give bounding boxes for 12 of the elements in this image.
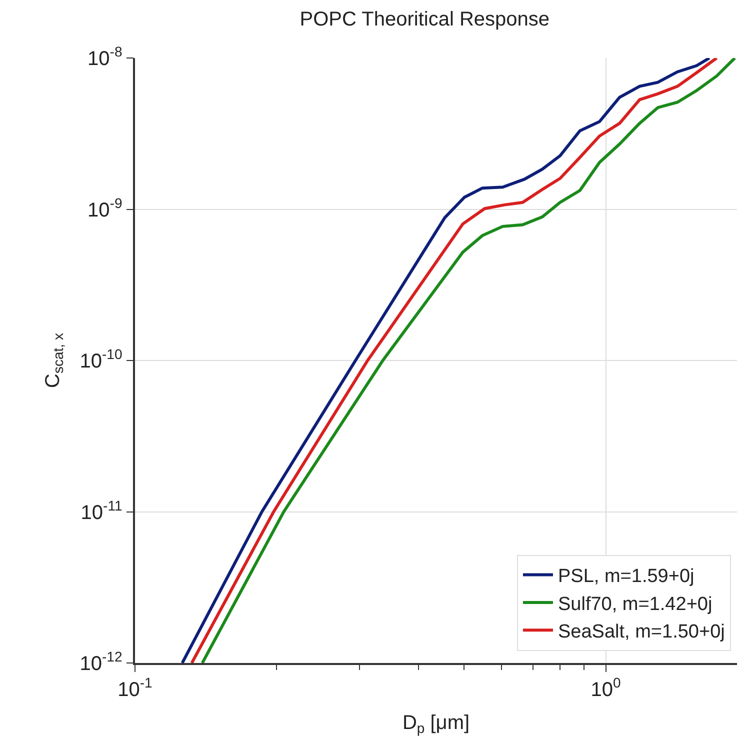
y-tick-label: 10$^{-10}$ — [80, 346, 122, 372]
legend-label: PSL, m=1.59+0j — [558, 566, 694, 588]
chart-title: POPC Theoritical Response — [300, 8, 550, 30]
legend-label: SeaSalt, m=1.50+0j — [558, 622, 725, 643]
y-tick-label: 10$^{-8}$ — [88, 44, 122, 70]
legend-label: Sulf70, m=1.42+0j — [558, 594, 712, 615]
x-axis-title: D$_{p}$ [μm] — [402, 712, 470, 736]
y-tick-label: 10$^{-9}$ — [88, 194, 122, 222]
y-tick-label: 10$^{-12}$ — [80, 648, 122, 675]
x-tick-label: 10$^{0}$ — [590, 674, 621, 701]
x-tick-label: 10$^{-1}$ — [118, 674, 153, 701]
y-tick-label: 10$^{-11}$ — [80, 497, 122, 524]
